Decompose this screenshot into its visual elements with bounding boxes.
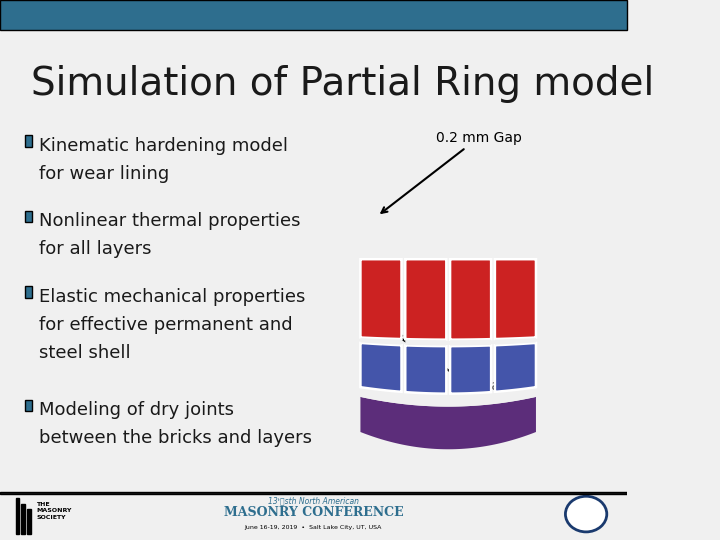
Polygon shape [405, 340, 446, 346]
Text: BYU: BYU [575, 509, 597, 519]
Text: for all layers: for all layers [40, 240, 152, 258]
Polygon shape [405, 346, 446, 394]
Text: Nonlinear thermal properties: Nonlinear thermal properties [40, 212, 301, 230]
FancyBboxPatch shape [16, 498, 19, 534]
Polygon shape [495, 338, 536, 345]
Polygon shape [361, 338, 402, 345]
Polygon shape [361, 397, 536, 449]
FancyBboxPatch shape [25, 286, 32, 298]
FancyBboxPatch shape [27, 509, 31, 534]
Polygon shape [495, 343, 536, 392]
Text: Kinematic hardening model: Kinematic hardening model [40, 137, 289, 154]
Polygon shape [450, 340, 491, 346]
Text: steel shell: steel shell [40, 344, 131, 362]
Text: for wear lining: for wear lining [40, 165, 170, 183]
Text: THE
MASONRY
SOCIETY: THE MASONRY SOCIETY [36, 502, 72, 519]
Text: between the bricks and layers: between the bricks and layers [40, 429, 312, 447]
FancyBboxPatch shape [0, 492, 627, 494]
Circle shape [565, 496, 607, 532]
Text: 0.2 mm Gap: 0.2 mm Gap [382, 131, 521, 213]
Polygon shape [450, 346, 491, 394]
Text: for effective permanent and: for effective permanent and [40, 316, 293, 334]
Text: Elastic mechanical properties: Elastic mechanical properties [40, 288, 306, 306]
Polygon shape [405, 259, 446, 340]
Text: 3 mm Gap: 3 mm Gap [396, 335, 508, 393]
FancyBboxPatch shape [25, 135, 32, 147]
Text: June 16-19, 2019  •  Salt Lake City, UT, USA: June 16-19, 2019 • Salt Lake City, UT, U… [245, 524, 382, 530]
Text: 13ᵗ˾sth North American: 13ᵗ˾sth North American [268, 497, 359, 505]
FancyBboxPatch shape [0, 0, 627, 30]
Text: Modeling of dry joints: Modeling of dry joints [40, 401, 235, 419]
Text: Simulation of Partial Ring model: Simulation of Partial Ring model [32, 65, 654, 103]
Polygon shape [495, 259, 536, 339]
Polygon shape [361, 259, 402, 339]
Polygon shape [361, 387, 536, 407]
FancyBboxPatch shape [22, 504, 25, 534]
FancyBboxPatch shape [25, 211, 32, 222]
FancyBboxPatch shape [25, 400, 32, 411]
Polygon shape [450, 259, 491, 340]
Text: MASONRY CONFERENCE: MASONRY CONFERENCE [224, 507, 403, 519]
Polygon shape [361, 343, 402, 392]
